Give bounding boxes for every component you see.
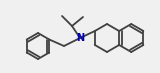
Text: N: N: [76, 33, 84, 43]
